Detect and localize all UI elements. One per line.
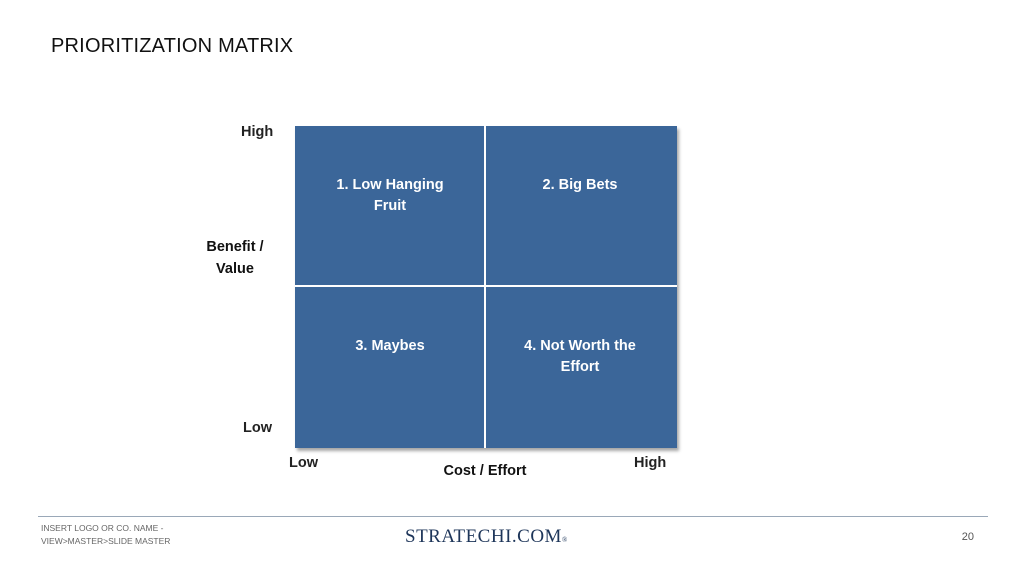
footer-placeholder-text: INSERT LOGO OR CO. NAME - VIEW>MASTER>SL… — [41, 523, 171, 546]
prioritization-matrix: 1. Low Hanging Fruit 2. Big Bets 3. Mayb… — [295, 126, 677, 448]
brand-name: STRATECHI.COM — [405, 526, 562, 547]
quadrant-not-worth-the-effort: 4. Not Worth the Effort — [524, 338, 636, 375]
x-axis-high-label: High — [634, 455, 667, 471]
slide-title: PRIORITIZATION MATRIX — [51, 35, 294, 57]
brand-logo: STRATECHI.COM® — [405, 526, 568, 548]
quadrant-maybes: 3. Maybes — [355, 338, 425, 354]
x-axis-low-label: Low — [289, 455, 318, 471]
x-axis-label: Cost / Effort — [443, 463, 527, 479]
y-axis-low-label: Low — [243, 420, 272, 436]
horizontal-divider — [295, 285, 677, 287]
vertical-divider — [484, 126, 486, 448]
brand-registered-mark: ® — [561, 536, 568, 544]
page-number: 20 — [961, 531, 974, 543]
footer-divider — [38, 516, 988, 517]
y-axis-label: Benefit / Value — [206, 239, 264, 277]
y-axis-high-label: High — [241, 124, 274, 140]
quadrant-low-hanging-fruit: 1. Low Hanging Fruit — [336, 177, 444, 214]
quadrant-big-bets: 2. Big Bets — [542, 177, 618, 193]
